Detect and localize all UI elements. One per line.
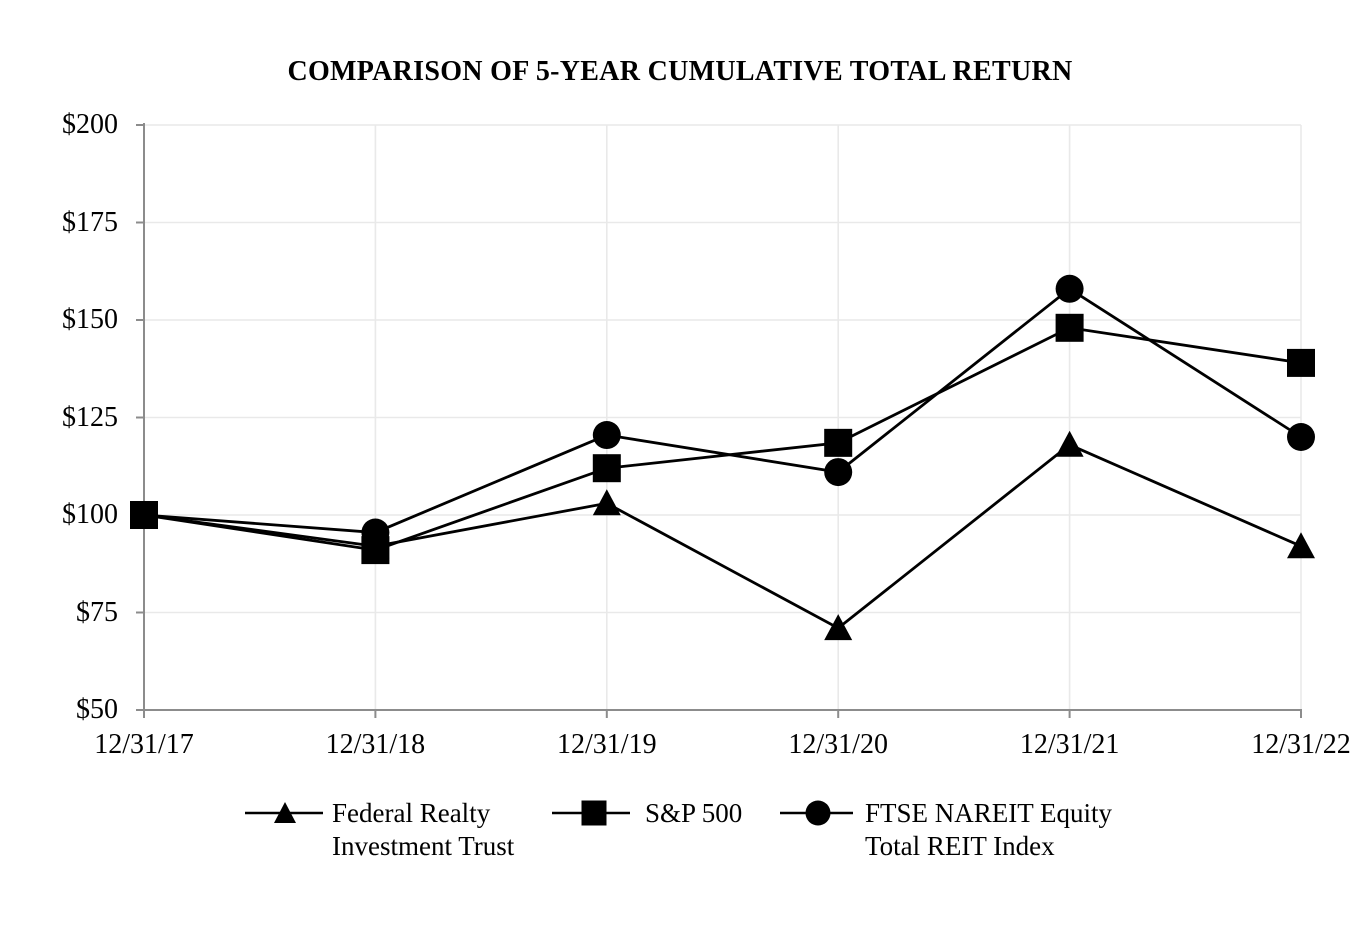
data-point-marker-square	[1055, 313, 1084, 342]
y-tick-label: $100	[62, 499, 118, 530]
data-point-marker-circle	[361, 518, 390, 547]
data-point-marker-triangle	[1055, 430, 1084, 457]
y-tick-label: $150	[62, 304, 118, 335]
y-tick-label: $175	[62, 206, 118, 238]
y-tick-label: $200	[62, 109, 118, 140]
data-point-marker-triangle	[592, 489, 621, 516]
data-point-marker-square	[1287, 348, 1315, 377]
x-tick-label: 12/31/22	[1251, 729, 1351, 760]
data-point-marker-triangle	[824, 614, 853, 641]
x-tick-label: 12/31/19	[557, 729, 657, 760]
data-point-marker-circle	[824, 458, 853, 487]
data-point-marker-triangle	[1287, 532, 1315, 559]
data-point-marker-square	[592, 454, 621, 483]
data-point-marker-circle	[1055, 274, 1084, 303]
data-point-marker-square	[824, 428, 853, 457]
y-tick-label: $50	[76, 694, 118, 725]
x-tick-label: 12/31/17	[94, 729, 194, 760]
series-line-circle	[143, 287, 1302, 534]
data-point-marker-circle	[592, 421, 621, 450]
series-line-triangle	[143, 443, 1302, 630]
series-line-square	[143, 326, 1302, 552]
chart-title: COMPARISON OF 5-YEAR CUMULATIVE TOTAL RE…	[287, 56, 1073, 87]
y-tick-label: $75	[76, 596, 118, 628]
x-tick-label: 12/31/20	[788, 729, 888, 760]
data-point-marker-circle	[130, 501, 158, 529]
x-tick-label: 12/31/21	[1019, 729, 1120, 760]
y-tick-label: $125	[62, 401, 118, 433]
x-tick-label: 12/31/18	[325, 729, 426, 760]
data-point-marker-circle	[1287, 423, 1315, 451]
